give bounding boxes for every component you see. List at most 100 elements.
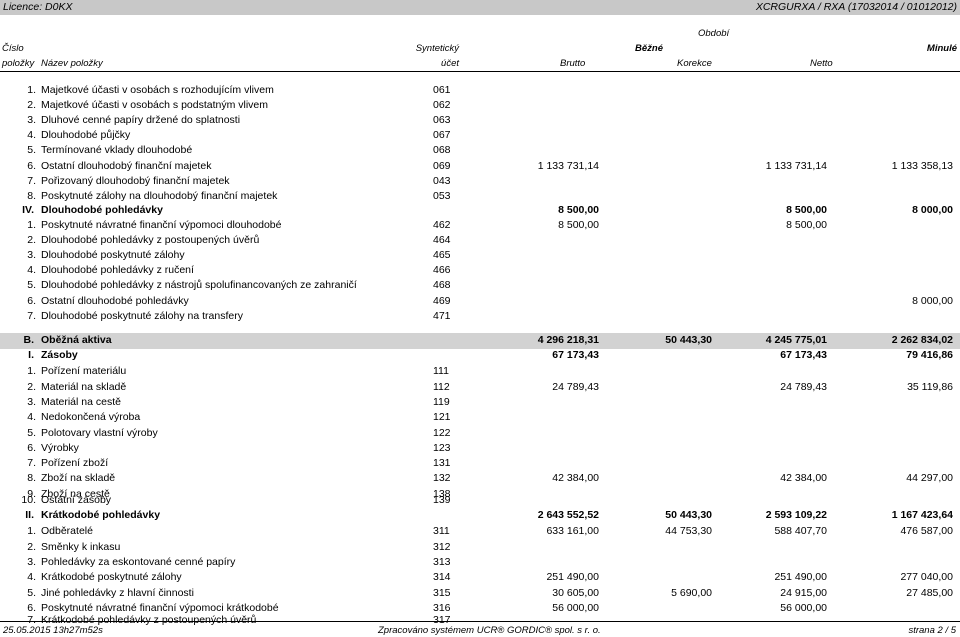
- table-row: 10. Ostatní zásoby 139: [0, 493, 960, 508]
- row-number: II.: [25, 509, 34, 521]
- table-row: 4. Nedokončená výroba 121: [0, 410, 960, 425]
- table-row: 8. Zboží na skladě 132 42 384,00 42 384,00 44…: [0, 471, 960, 486]
- row-brutto: 8 500,00: [558, 219, 599, 231]
- table-row: 4. Dlouhodobé pohledávky z ručení 466: [0, 263, 960, 278]
- table-row: 7. Dlouhodobé poskytnuté zálohy na transf…: [0, 309, 960, 324]
- row-korekce: 44 753,30: [665, 525, 712, 537]
- table-row: 2. Směnky k inkasu 312: [0, 540, 960, 555]
- table-row: 2. Dlouhodobé pohledávky z postoupených ú…: [0, 233, 960, 248]
- row-number: 5.: [27, 279, 36, 291]
- table-row: 4. Dlouhodobé půjčky 067: [0, 128, 960, 143]
- row-name: Majetkové účasti v osobách s podstatným …: [41, 99, 269, 111]
- row-minule: 2 262 834,02: [891, 334, 953, 346]
- licence-text: Licence: D0KX: [3, 1, 73, 13]
- row-name: Poskytnuté návratné finanční výpomoci dl…: [41, 219, 282, 231]
- row-account: 462: [433, 219, 451, 231]
- row-number: 2.: [27, 234, 36, 246]
- table-row: 4. Krátkodobé poskytnuté zálohy 314 251 490…: [0, 570, 960, 585]
- row-brutto: 30 605,00: [552, 587, 599, 599]
- row-name: Krátkodobé pohledávky: [41, 509, 161, 521]
- row-number: 3.: [27, 114, 36, 126]
- row-number: 2.: [27, 541, 36, 553]
- row-name: Dlouhodobé pohledávky z postoupených úvě…: [41, 234, 260, 246]
- header-nazev: Název položky: [41, 58, 103, 69]
- group-row: I. Zásoby 67 173,43 67 173,43 79 416,86: [0, 348, 960, 363]
- row-account: 466: [433, 264, 451, 276]
- footer-rule: [0, 621, 960, 622]
- row-number: 2.: [27, 99, 36, 111]
- header-ucet: účet: [441, 58, 459, 69]
- row-account: 123: [433, 442, 451, 454]
- row-minule: 1 133 358,13: [891, 160, 953, 172]
- report-top-bar: Licence: D0KX XCRGURXA / RXA (17032014 /…: [0, 0, 960, 15]
- row-account: 061: [433, 84, 451, 96]
- row-number: 4.: [27, 411, 36, 423]
- row-name: Ostatní dlouhodobé pohledávky: [41, 295, 189, 307]
- row-account: 132: [433, 472, 451, 484]
- header-korekce: Korekce: [677, 58, 712, 69]
- row-name: Oběžná aktiva: [41, 334, 112, 346]
- row-minule: 79 416,86: [906, 349, 953, 361]
- row-number: 7.: [27, 175, 36, 187]
- row-netto: 24 789,43: [780, 381, 827, 393]
- row-account: 069: [433, 160, 451, 172]
- row-number: B.: [23, 334, 35, 346]
- row-minule: 1 167 423,64: [891, 509, 953, 521]
- row-number: 4.: [27, 571, 36, 583]
- group-row: IV. Dlouhodobé pohledávky 8 500,00 8 500,00…: [0, 203, 960, 218]
- row-account: 131: [433, 457, 451, 469]
- row-account: 122: [433, 427, 451, 439]
- table-row: 8. Poskytnuté zálohy na dlouhodobý finanč…: [0, 189, 960, 204]
- row-number: IV.: [22, 204, 34, 216]
- row-number: 3.: [27, 556, 36, 568]
- row-name: Materiál na skladě: [41, 381, 127, 393]
- row-account: 312: [433, 541, 451, 553]
- row-name: Směnky k inkasu: [41, 541, 121, 553]
- row-account: 063: [433, 114, 451, 126]
- header-cislo: Číslo: [2, 43, 24, 54]
- table-row: 1. Majetkové účasti v osobách s rozhodují…: [0, 83, 960, 98]
- row-netto: 251 490,00: [774, 571, 827, 583]
- row-number: 6.: [27, 295, 36, 307]
- row-name: Dlouhodobé pohledávky: [41, 204, 163, 216]
- table-row: 1. Poskytnuté návratné finanční výpomoci …: [0, 218, 960, 233]
- row-number: 3.: [27, 249, 36, 261]
- table-row: 9. Zboží na cestě 138: [0, 487, 960, 502]
- table-row: 6. Výrobky 123: [0, 441, 960, 456]
- row-account: 112: [433, 381, 450, 393]
- section-row: B. Oběžná aktiva 4 296 218,31 50 443,30 4 24…: [0, 333, 960, 349]
- table-row: 6. Ostatní dlouhodobé pohledávky 469 8 000,…: [0, 294, 960, 309]
- row-minule: 35 119,86: [907, 381, 953, 393]
- row-brutto: 2 643 552,52: [537, 509, 599, 521]
- row-brutto: 633 161,00: [546, 525, 599, 537]
- row-name: Dlouhodobé poskytnuté zálohy na transfer…: [41, 310, 243, 322]
- table-row: 2. Majetkové účasti v osobách s podstatný…: [0, 98, 960, 113]
- row-name: Zboží na skladě: [41, 472, 116, 484]
- table-row: 7. Pořizovaný dlouhodobý finanční majetek…: [0, 174, 960, 189]
- row-name: Termínované vklady dlouhodobé: [41, 144, 193, 156]
- row-netto: 4 245 775,01: [765, 334, 827, 346]
- table-row: 3. Dluhové cenné papíry držené do splatno…: [0, 113, 960, 128]
- row-netto: 588 407,70: [774, 525, 827, 537]
- row-name: Dlouhodobé pohledávky z nástrojů spolufi…: [41, 279, 357, 291]
- row-account: 062: [433, 99, 451, 111]
- row-account: 068: [433, 144, 451, 156]
- row-name: Ostatní dlouhodobý finanční majetek: [41, 160, 212, 172]
- row-name: Poskytnuté zálohy na dlouhodobý finanční…: [41, 190, 278, 202]
- row-number: 2.: [27, 381, 36, 393]
- row-number: 7.: [27, 457, 36, 469]
- row-account: 471: [433, 310, 451, 322]
- row-account: 317: [433, 614, 451, 626]
- row-minule: 277 040,00: [900, 571, 953, 583]
- header-netto: Netto: [810, 58, 833, 69]
- row-minule: 8 000,00: [912, 295, 953, 307]
- row-name: Zásoby: [41, 349, 78, 361]
- header-bezne: Běžné: [635, 43, 663, 54]
- row-brutto: 251 490,00: [546, 571, 599, 583]
- row-name: Dlouhodobé poskytnuté zálohy: [41, 249, 185, 261]
- header-minule: Minulé: [926, 43, 957, 54]
- footer-datetime: 25.05.2015 13h27m52s: [3, 625, 103, 636]
- group-row: II. Krátkodobé pohledávky 2 643 552,52 50 4…: [0, 508, 960, 523]
- row-number: I.: [28, 349, 34, 361]
- row-name: Odběratelé: [41, 525, 93, 537]
